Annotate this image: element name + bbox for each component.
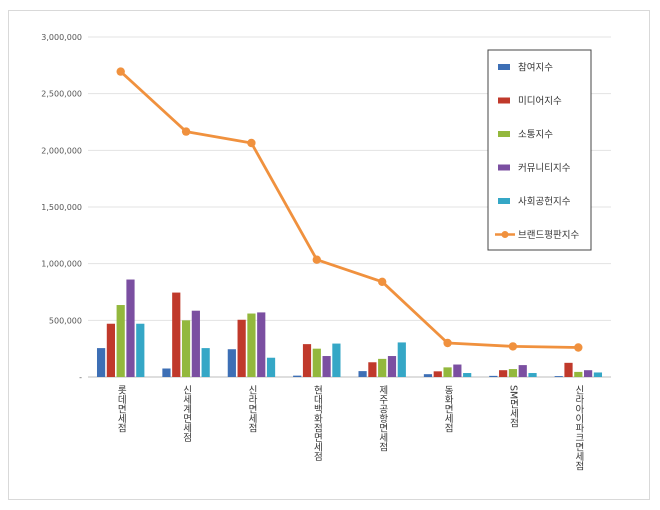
y-tick-label: 2,000,000 [41,146,82,155]
line-point [116,67,125,76]
x-tick-label: 롯데면세점 [115,385,126,433]
bar: 참여지수: 255000 [96,348,106,377]
bar: 커뮤니티지수: 570000 [257,312,266,377]
bar: 커뮤니티지수: 185000 [387,356,397,377]
bar: 소통지수: 70000 [508,369,518,377]
bar: 커뮤니티지수: 185000 [322,356,331,377]
legend-label: 미디어지수 [518,96,562,107]
legend-label: 소통지수 [518,130,553,141]
x-tick-label: 신라면세점 [246,385,257,433]
y-tick-label: 1,500,000 [41,203,82,212]
bar: 미디어지수: 125000 [564,362,573,377]
line-point [574,343,583,352]
x-tick-label: 제주공항면세점 [377,385,388,452]
bar: 미디어지수: 50000 [433,371,442,377]
bar: 미디어지수: 505000 [237,319,246,377]
bar: 소통지수: 160000 [378,358,387,377]
line-point [181,127,191,136]
bar: 미디어지수: 60000 [499,370,508,377]
legend-swatch [498,64,510,70]
bar: 소통지수: 250000 [312,348,321,377]
bar: 사회공헌지수: 295000 [332,343,341,377]
bar: 참여지수: 52000 [358,371,367,377]
line-point [508,342,518,351]
bar: 소통지수: 560000 [247,313,256,377]
y-tick-label: - [79,373,82,382]
bar: 참여지수: 8000 [554,376,563,377]
series-line [119,70,580,349]
bar: 미디어지수: 290000 [302,344,312,377]
bar: 커뮤니티지수: 110000 [453,364,462,377]
x-tick-label: 신라아이파크면세점 [573,385,584,471]
bar: 커뮤니티지수: 60000 [584,370,593,377]
bar: 미디어지수: 130000 [368,362,377,377]
x-tick-label: 신세계면세점 [181,385,192,442]
bar: 사회공헌지수: 255000 [201,348,210,377]
line-point [378,277,387,286]
legend-label: 참여지수 [518,62,553,74]
line-point [443,338,452,348]
legend-swatch [498,97,510,104]
bar: 소통지수: 45000 [574,371,583,377]
bar: 사회공헌지수: 305000 [397,342,406,377]
legend-label: 커뮤니티지수 [518,163,571,174]
bar: 참여지수: 75000 [162,368,171,377]
bar: 미디어지수: 470000 [106,323,115,377]
legend-label: 브랜드평판지수 [518,230,579,241]
legend-swatch-marker [501,231,509,238]
legend-box [487,49,592,251]
line-point [247,138,256,148]
legend-swatch [498,131,510,137]
y-tick-label: 3,000,000 [41,33,82,42]
bar: 소통지수: 500000 [181,320,191,377]
legend-swatch [498,164,510,171]
line-point [312,255,321,264]
bar: 커뮤니티지수: 105000 [518,365,527,377]
y-tick-label: 500,000 [49,316,82,325]
x-tick-label: SM면세점 [507,385,518,428]
bar: 미디어지수: 745000 [172,292,181,377]
legend-label: 사회공헌지수 [518,197,571,208]
bar: 사회공헌지수: 35000 [528,373,537,377]
bar: 소통지수: 85000 [443,367,452,377]
bar: 사회공헌지수: 170000 [266,357,276,377]
bar: 참여지수: 10000 [489,375,498,377]
y-tick-label: 2,500,000 [41,90,82,99]
x-tick-label: 동화면세점 [442,385,453,433]
bar: 참여지수: 12000 [293,375,302,377]
bar: 커뮤니티지수: 860000 [126,279,135,377]
bar: 소통지수: 635000 [116,305,125,377]
bar: 사회공헌지수: 40000 [593,372,603,377]
y-tick-label: 1,000,000 [41,260,82,269]
bar: 사회공헌지수: 470000 [136,323,145,377]
bar: 참여지수: 245000 [227,349,236,377]
x-tick-label: 현대백화점면세점 [311,385,322,461]
bar: 사회공헌지수: 35000 [463,373,472,377]
bar: 커뮤니티지수: 585000 [191,310,200,377]
bar: 참여지수: 25000 [423,374,433,377]
legend-swatch [498,198,510,204]
